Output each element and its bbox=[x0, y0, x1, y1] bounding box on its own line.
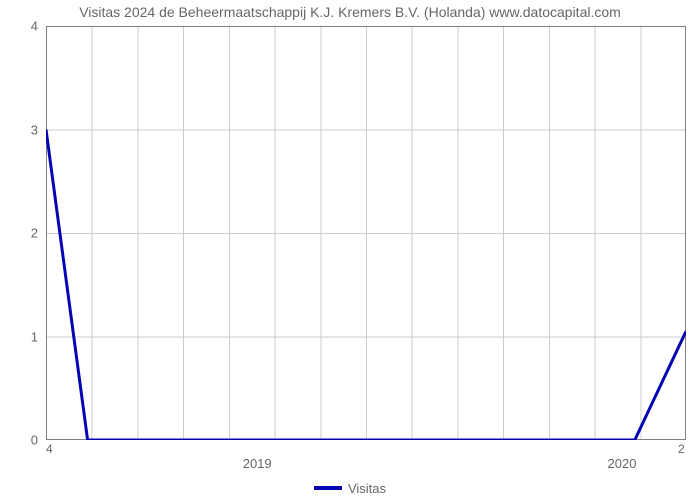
y-tick-label: 4 bbox=[31, 19, 38, 34]
y-tick-label: 2 bbox=[31, 226, 38, 241]
chart-container: Visitas 2024 de Beheermaatschappij K.J. … bbox=[0, 0, 700, 500]
x-category-label: 2019 bbox=[243, 456, 272, 471]
chart-legend: Visitas bbox=[0, 478, 700, 496]
x-category-label: 2020 bbox=[608, 456, 637, 471]
chart-title: Visitas 2024 de Beheermaatschappij K.J. … bbox=[0, 4, 700, 20]
corner-label-left: 4 bbox=[46, 442, 53, 456]
y-tick-label: 0 bbox=[31, 433, 38, 448]
visits-line-chart bbox=[46, 26, 686, 440]
y-tick-label: 3 bbox=[31, 122, 38, 137]
corner-label-right: 2 bbox=[678, 442, 685, 456]
legend-item-visitas: Visitas bbox=[314, 481, 386, 496]
y-tick-label: 1 bbox=[31, 329, 38, 344]
legend-swatch bbox=[314, 486, 342, 490]
legend-label: Visitas bbox=[348, 481, 386, 496]
